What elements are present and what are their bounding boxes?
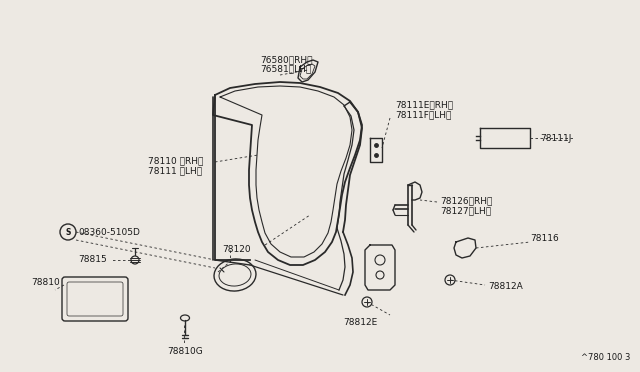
Text: 78810G: 78810G [167, 347, 203, 356]
Text: ^780 100 3: ^780 100 3 [580, 353, 630, 362]
Text: 78812A: 78812A [488, 282, 523, 291]
Text: 78111J: 78111J [540, 134, 572, 143]
Text: 78116: 78116 [530, 234, 559, 243]
Text: 78126〈RH〉: 78126〈RH〉 [440, 196, 492, 205]
Text: 78111F〈LH〉: 78111F〈LH〉 [395, 110, 451, 119]
Text: 08360-5105D: 08360-5105D [78, 228, 140, 237]
Text: 78127〈LH〉: 78127〈LH〉 [440, 206, 491, 215]
Text: 78810: 78810 [31, 278, 60, 287]
Text: 78111 〈LH〉: 78111 〈LH〉 [148, 166, 202, 175]
Text: 78111E〈RH〉: 78111E〈RH〉 [395, 100, 453, 109]
Text: 78120: 78120 [222, 245, 251, 254]
Text: 78812E: 78812E [343, 318, 377, 327]
Text: S: S [65, 228, 70, 237]
Text: 78110 〈RH〉: 78110 〈RH〉 [148, 156, 204, 165]
Text: 76581〈LH〉: 76581〈LH〉 [260, 64, 311, 73]
Text: 78815: 78815 [78, 255, 107, 264]
Text: 76580〈RH〉: 76580〈RH〉 [260, 55, 312, 64]
